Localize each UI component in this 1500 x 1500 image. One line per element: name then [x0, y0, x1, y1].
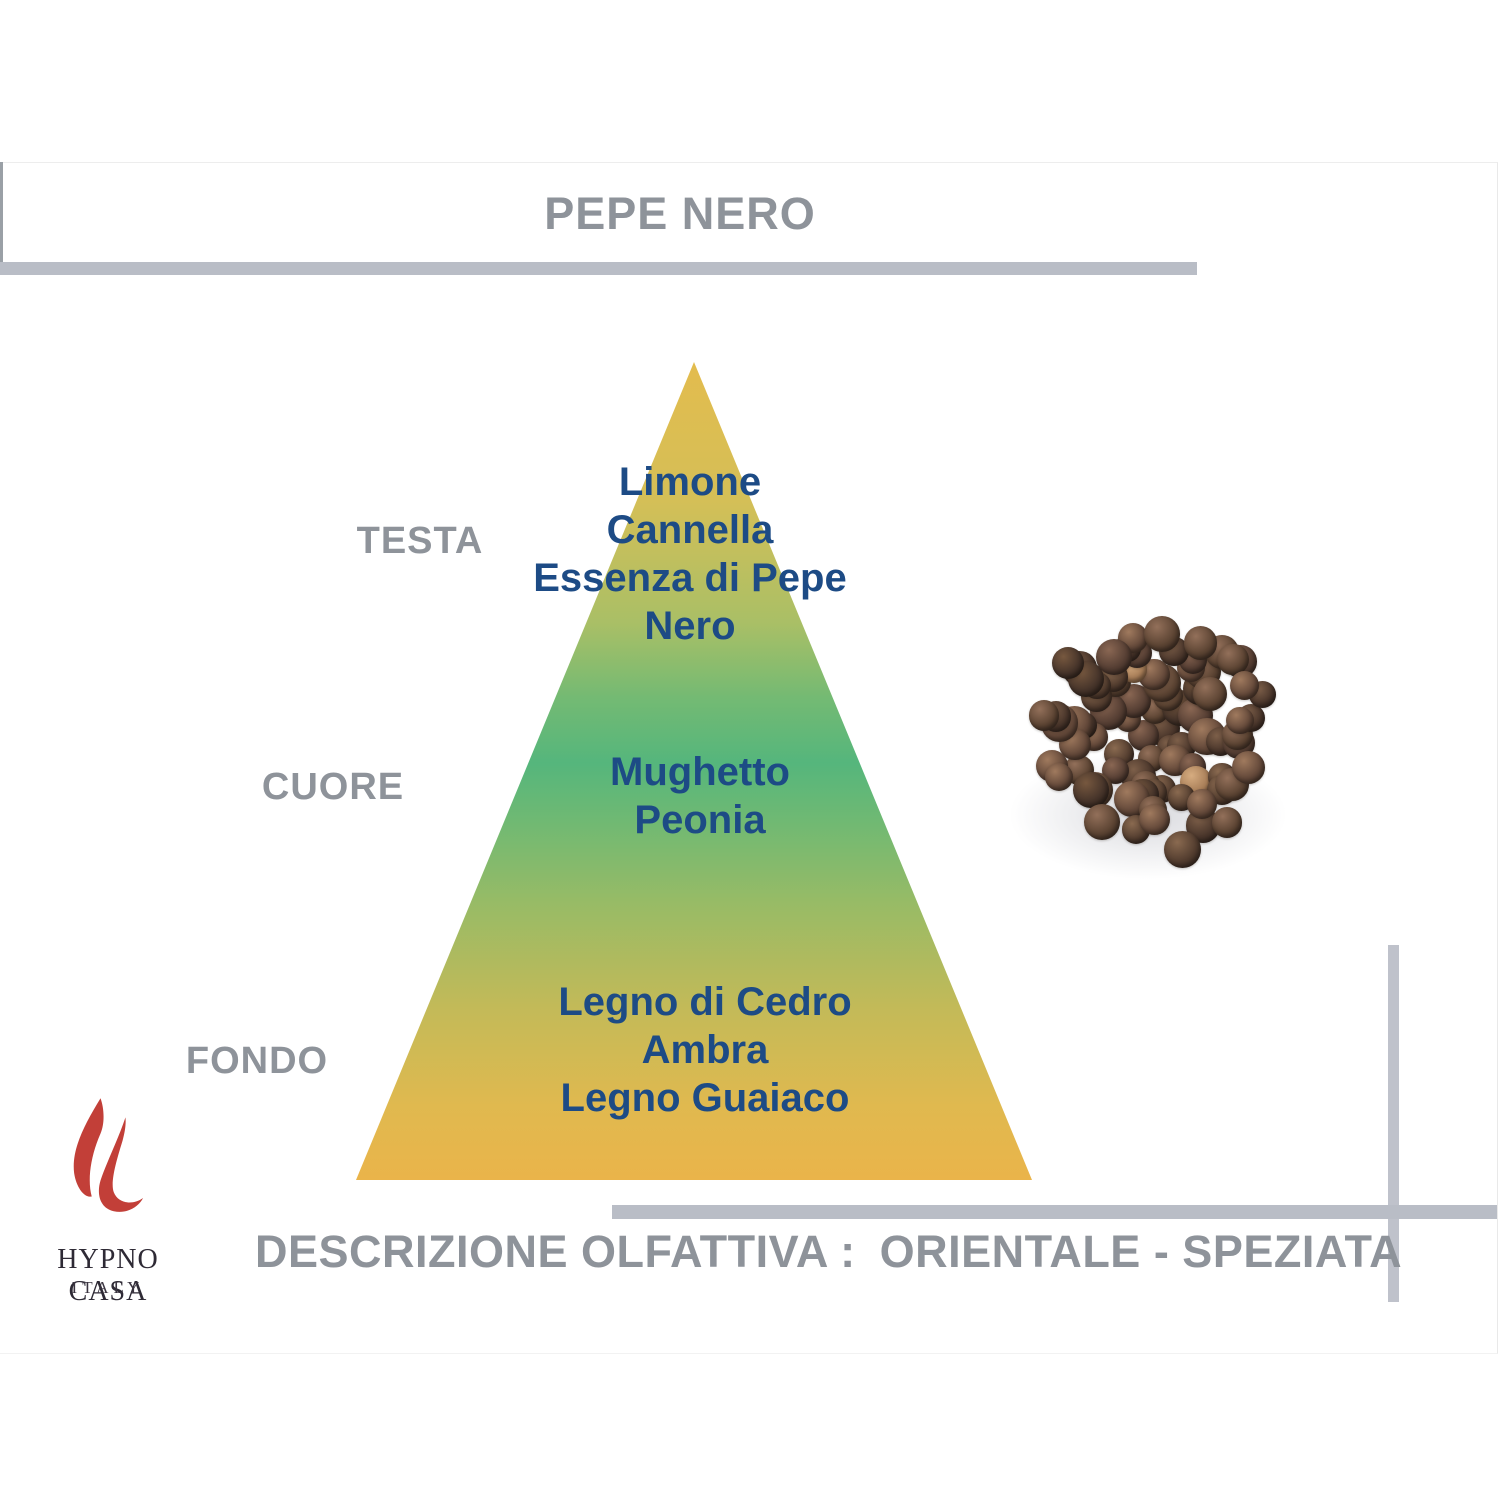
peppercorn — [1096, 638, 1133, 675]
note-item: Legno Guaiaco — [560, 1076, 850, 1120]
top-rule-line — [0, 262, 1197, 275]
note-item: Limone — [618, 460, 762, 504]
page-title: PEPE NERO — [544, 188, 816, 239]
peppercorn — [1163, 830, 1201, 869]
peppercorn — [1138, 803, 1170, 835]
right-vertical-rule-line — [1388, 945, 1399, 1302]
bottom-rule-line — [612, 1205, 1497, 1219]
peppercorn — [1211, 807, 1243, 839]
olfactory-description-value: ORIENTALE - SPEZIATA — [879, 1226, 1403, 1277]
level-label-cuore: CUORE — [261, 766, 405, 808]
peppercorn — [1217, 643, 1249, 676]
peppercorn — [1232, 750, 1266, 784]
note-item: Essenza di Pepe Nero — [533, 556, 847, 648]
brand-logo: HYPNO CASA ITALY — [18, 1092, 198, 1312]
peppercorn — [1225, 706, 1254, 735]
peppercorn — [1028, 699, 1060, 731]
note-item: Mughetto — [610, 750, 790, 794]
note-item: Ambra — [641, 1028, 769, 1072]
brand-name: HYPNO CASA — [57, 1244, 159, 1307]
brand-country: ITALY — [71, 1278, 145, 1297]
peppercorns-photo — [1000, 580, 1310, 890]
level-label-testa: TESTA — [356, 520, 484, 562]
peppercorn — [1084, 803, 1121, 840]
olfactory-description-label: DESCRIZIONE OLFATTIVA : — [255, 1226, 856, 1277]
note-item: Legno di Cedro — [558, 980, 852, 1024]
olfactory-description: DESCRIZIONE OLFATTIVA : ORIENTALE - SPEZI… — [255, 1226, 1402, 1278]
flame-icon — [73, 1098, 144, 1212]
note-item: Cannella — [606, 508, 774, 552]
peppercorn — [1229, 670, 1259, 700]
top-notes-list: Limone Cannella Essenza di Pepe Nero — [520, 458, 860, 650]
peppercorn — [1183, 625, 1218, 660]
peppercorn — [1051, 647, 1084, 680]
note-item: Peonia — [634, 798, 766, 842]
level-label-fondo: FONDO — [185, 1040, 329, 1082]
peppercorn — [1073, 772, 1110, 808]
peppercorn — [1193, 676, 1228, 712]
peppercorn — [1144, 616, 1180, 653]
base-notes-list: Legno di Cedro Ambra Legno Guaiaco — [480, 978, 930, 1122]
left-edge-mark — [0, 162, 3, 273]
heart-notes-list: Mughetto Peonia — [540, 748, 860, 844]
peppercorn — [1186, 789, 1217, 820]
peppercorn — [1044, 763, 1073, 792]
